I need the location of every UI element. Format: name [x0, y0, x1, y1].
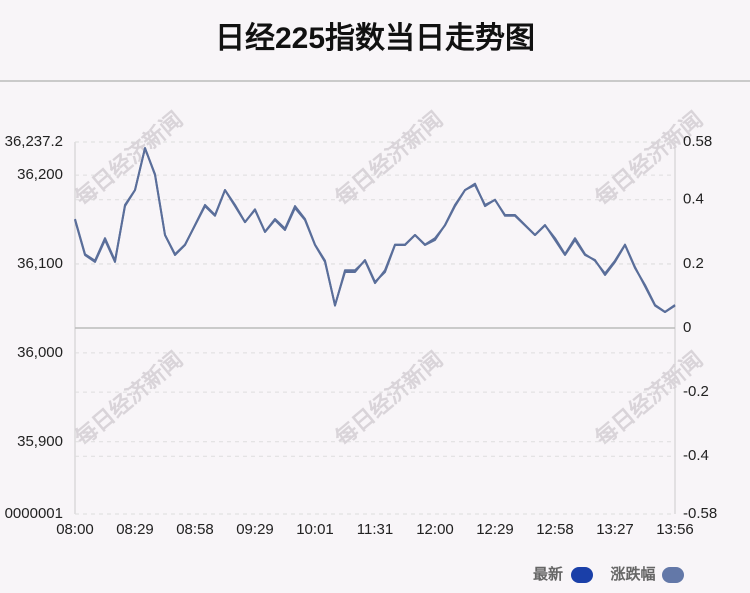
x-tick-label: 08:58 [176, 521, 214, 538]
y-tick-label: 36,100 [17, 255, 63, 272]
y2-tick-label: 0 [683, 319, 691, 336]
legend-label: 涨跌幅 [610, 565, 655, 583]
watermark: 每日经济新闻 [330, 107, 447, 211]
y-tick-label: 36,237.2 [5, 133, 63, 150]
x-tick-label: 08:29 [116, 521, 154, 538]
legend-label: 最新 [533, 565, 563, 583]
y-tick-label: 36,200 [17, 166, 63, 183]
legend-swatch [662, 567, 684, 583]
x-tick-label: 08:00 [56, 521, 94, 538]
x-tick-label: 10:01 [296, 521, 334, 538]
y2-tick-label: -0.4 [683, 447, 709, 464]
x-tick-label: 13:27 [596, 521, 634, 538]
watermark: 每日经济新闻 [70, 347, 187, 451]
x-tick-label: 11:31 [357, 521, 393, 538]
y2-tick-label: 0.2 [683, 255, 704, 272]
y2-tick-label: -0.2 [683, 383, 709, 400]
x-tick-label: 12:58 [536, 521, 574, 538]
chart-title: 日经225指数当日走势图 [215, 21, 535, 55]
x-tick-label: 12:00 [416, 521, 454, 538]
legend-swatch [571, 567, 593, 583]
x-tick-label: 12:29 [476, 521, 514, 538]
y-tick-label: 36,000 [17, 344, 63, 361]
y-tick-label: 35,900 [17, 433, 63, 450]
watermark: 每日经济新闻 [70, 107, 187, 211]
y-tick-label: 0000001 [5, 505, 63, 522]
y2-tick-label: -0.58 [683, 505, 717, 522]
x-tick-label: 13:56 [656, 521, 694, 538]
watermark: 每日经济新闻 [330, 347, 447, 451]
y2-tick-label: 0.58 [683, 133, 712, 150]
x-tick-label: 09:29 [236, 521, 274, 538]
line-series [74, 147, 676, 313]
y2-tick-label: 0.4 [683, 191, 704, 208]
